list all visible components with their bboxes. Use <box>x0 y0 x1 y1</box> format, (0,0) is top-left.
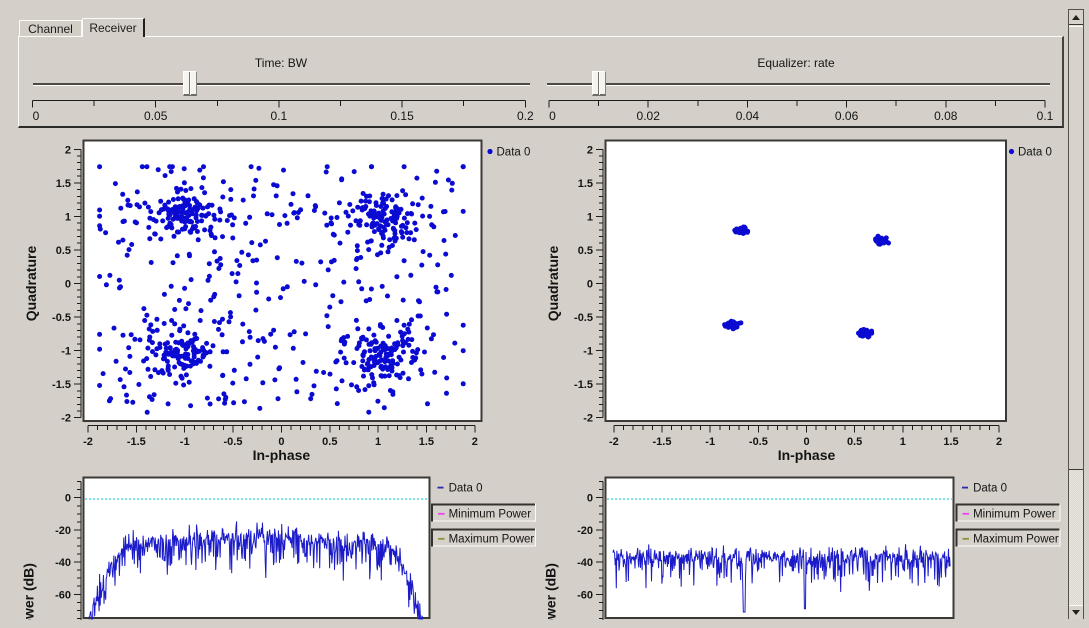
svg-text:Data 0: Data 0 <box>1018 147 1052 159</box>
svg-text:0.08: 0.08 <box>934 109 958 123</box>
svg-text:-1.5: -1.5 <box>574 379 593 391</box>
svg-text:1: 1 <box>900 436 906 448</box>
svg-text:Power (dB): Power (dB) <box>543 563 559 620</box>
svg-text:0: 0 <box>587 493 593 505</box>
svg-text:1: 1 <box>375 436 381 448</box>
svg-text:-0.5: -0.5 <box>749 436 768 448</box>
svg-text:Minimum Power: Minimum Power <box>973 509 1056 521</box>
svg-text:0: 0 <box>549 109 556 123</box>
svg-text:2: 2 <box>472 436 478 448</box>
svg-text:-40: -40 <box>55 557 71 569</box>
svg-text:0: 0 <box>65 279 71 291</box>
svg-text:0: 0 <box>587 279 593 291</box>
svg-text:In-phase: In-phase <box>253 447 311 463</box>
svg-text:-0.5: -0.5 <box>574 312 593 324</box>
svg-text:0.04: 0.04 <box>736 109 760 123</box>
svg-text:0: 0 <box>278 436 284 448</box>
svg-text:-1.5: -1.5 <box>653 436 672 448</box>
svg-text:Maximum Power: Maximum Power <box>973 534 1059 546</box>
svg-text:Quadrature: Quadrature <box>23 246 39 322</box>
svg-text:Minimum Power: Minimum Power <box>449 509 532 521</box>
svg-text:0.5: 0.5 <box>322 436 337 448</box>
svg-text:-0.5: -0.5 <box>52 312 71 324</box>
svg-text:0.06: 0.06 <box>835 109 859 123</box>
svg-text:Power (dB): Power (dB) <box>21 563 37 620</box>
svg-text:-1.5: -1.5 <box>127 436 146 448</box>
svg-text:1.5: 1.5 <box>578 178 593 190</box>
svg-text:-20: -20 <box>55 525 71 537</box>
svg-text:0.05: 0.05 <box>144 109 168 123</box>
svg-text:0.15: 0.15 <box>390 109 414 123</box>
svg-text:0: 0 <box>33 109 40 123</box>
svg-text:Maximum Power: Maximum Power <box>449 534 535 546</box>
svg-text:Data 0: Data 0 <box>497 147 531 159</box>
svg-text:-1: -1 <box>180 436 190 448</box>
svg-text:-0.5: -0.5 <box>224 436 243 448</box>
svg-text:0.5: 0.5 <box>578 245 593 257</box>
svg-text:2: 2 <box>65 144 71 156</box>
svg-text:0.5: 0.5 <box>56 245 71 257</box>
svg-text:1.5: 1.5 <box>419 436 434 448</box>
svg-text:1.5: 1.5 <box>943 436 958 448</box>
svg-text:-1: -1 <box>705 436 715 448</box>
svg-text:0: 0 <box>65 493 71 505</box>
svg-text:1.5: 1.5 <box>56 178 71 190</box>
svg-text:0.1: 0.1 <box>271 109 288 123</box>
svg-text:-2: -2 <box>83 436 93 448</box>
svg-text:Equalizer: rate: Equalizer: rate <box>757 56 835 70</box>
svg-text:2: 2 <box>996 436 1002 448</box>
svg-text:0.5: 0.5 <box>847 436 862 448</box>
svg-text:-20: -20 <box>577 525 593 537</box>
svg-text:0.1: 0.1 <box>1037 109 1054 123</box>
svg-text:1: 1 <box>587 211 593 223</box>
svg-text:0.02: 0.02 <box>637 109 661 123</box>
svg-text:2: 2 <box>587 144 593 156</box>
svg-text:1: 1 <box>65 211 71 223</box>
svg-text:In-phase: In-phase <box>778 447 836 463</box>
svg-text:Data 0: Data 0 <box>449 483 483 495</box>
svg-text:-2: -2 <box>61 413 71 425</box>
svg-text:0: 0 <box>803 436 809 448</box>
svg-text:-40: -40 <box>577 557 593 569</box>
svg-text:-60: -60 <box>577 589 593 601</box>
svg-text:Quadrature: Quadrature <box>545 246 561 322</box>
svg-text:-1: -1 <box>61 346 71 358</box>
svg-text:-1: -1 <box>583 346 593 358</box>
svg-text:-1.5: -1.5 <box>52 379 71 391</box>
svg-text:-2: -2 <box>609 436 619 448</box>
svg-text:-60: -60 <box>55 589 71 601</box>
svg-text:-2: -2 <box>583 413 593 425</box>
svg-text:Time: BW: Time: BW <box>255 56 308 70</box>
svg-text:0.2: 0.2 <box>517 109 534 123</box>
svg-text:Data 0: Data 0 <box>973 483 1007 495</box>
